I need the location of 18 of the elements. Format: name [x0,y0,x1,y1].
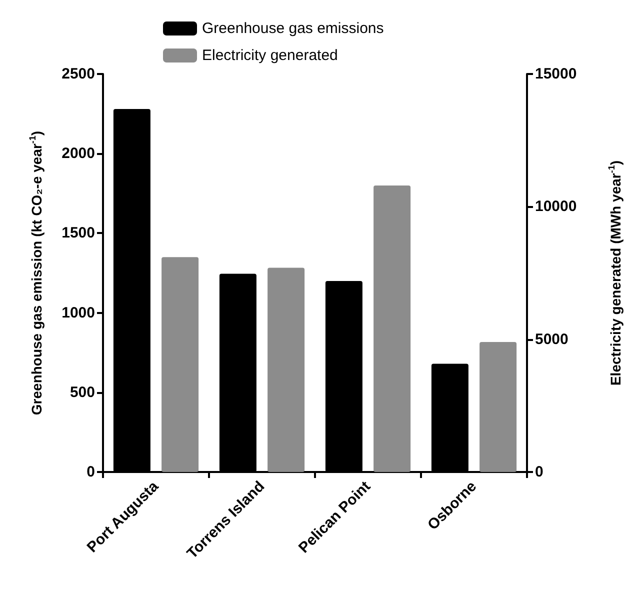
y2-tick-label: 10000 [535,198,577,216]
y-tick-label: 1000 [62,304,95,322]
legend-label: Electricity generated [202,47,338,64]
y-axis-title: Greenhouse gas emission (kt CO₂-e year-1) [28,130,44,416]
y-tick-label: 1500 [62,224,95,242]
bar [480,342,517,472]
y-tick-label: 2500 [62,66,95,82]
y2-tick-label: 15000 [535,66,577,82]
y2-axis-title: Electricity generated (MWh year-1) [606,160,624,386]
legend-label: Greenhouse gas emissions [202,20,384,37]
bar [374,185,411,472]
y2-tick-label: 5000 [535,330,568,348]
bar [268,268,305,472]
y-tick-label: 2000 [62,145,95,162]
bar [162,257,199,472]
y2-tick-label: 0 [535,464,544,480]
y-tick-label: 500 [70,384,95,401]
y-tick-label: 0 [86,464,95,480]
